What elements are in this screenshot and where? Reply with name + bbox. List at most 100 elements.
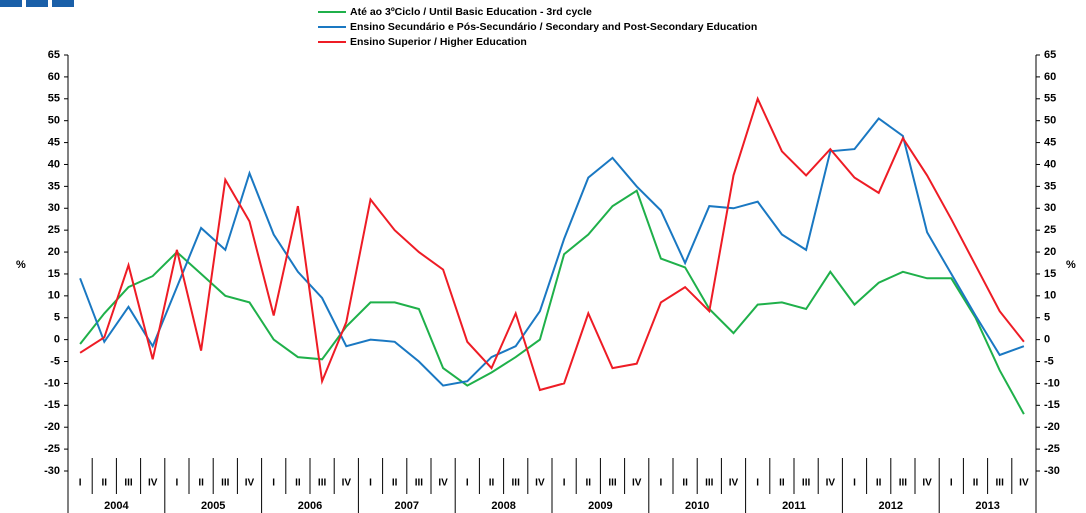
x-tick-label: II bbox=[973, 478, 979, 489]
x-tick-label: II bbox=[489, 478, 495, 489]
x-tick-label: IV bbox=[342, 478, 352, 489]
x-tick-label: III bbox=[705, 478, 714, 489]
y2-tick-label: -15 bbox=[1044, 399, 1060, 411]
y-tick-label: 65 bbox=[48, 49, 60, 61]
y-axis-label: % bbox=[16, 259, 26, 271]
year-label: 2012 bbox=[879, 500, 903, 512]
x-tick-label: II bbox=[876, 478, 882, 489]
y-tick-label: 55 bbox=[48, 93, 60, 105]
x-tick-label: II bbox=[198, 478, 204, 489]
x-tick-label: IV bbox=[922, 478, 932, 489]
y-tick-label: 0 bbox=[54, 334, 60, 346]
x-tick-label: II bbox=[779, 478, 785, 489]
x-tick-label: III bbox=[512, 478, 521, 489]
x-tick-label: I bbox=[176, 478, 179, 489]
x-tick-label: I bbox=[950, 478, 953, 489]
year-label: 2006 bbox=[298, 500, 322, 512]
y-tick-label: -10 bbox=[44, 377, 60, 389]
year-label: 2004 bbox=[104, 500, 129, 512]
y-tick-label: 50 bbox=[48, 115, 60, 127]
y2-tick-label: 55 bbox=[1044, 93, 1056, 105]
x-tick-label: I bbox=[660, 478, 663, 489]
y2-axis-label: % bbox=[1066, 259, 1076, 271]
x-tick-label: III bbox=[802, 478, 811, 489]
y2-tick-label: -5 bbox=[1044, 355, 1054, 367]
x-tick-label: IV bbox=[632, 478, 642, 489]
x-tick-label: III bbox=[221, 478, 230, 489]
y-tick-label: 45 bbox=[48, 136, 60, 148]
x-tick-label: III bbox=[899, 478, 908, 489]
x-tick-label: IV bbox=[535, 478, 545, 489]
x-tick-label: IV bbox=[1019, 478, 1029, 489]
year-label: 2010 bbox=[685, 500, 709, 512]
y2-tick-label: 10 bbox=[1044, 290, 1056, 302]
y-tick-label: 20 bbox=[48, 246, 60, 258]
legend-label: Até ao 3ºCiclo / Until Basic Education -… bbox=[350, 6, 592, 18]
y2-tick-label: 5 bbox=[1044, 312, 1050, 324]
y-tick-label: -15 bbox=[44, 399, 60, 411]
logo-block bbox=[52, 0, 74, 7]
year-label: 2008 bbox=[491, 500, 515, 512]
y2-tick-label: -30 bbox=[1044, 465, 1060, 477]
x-tick-label: IV bbox=[438, 478, 448, 489]
series-line bbox=[79, 189, 1025, 415]
legend-label: Ensino Secundário e Pós-Secundário / Sec… bbox=[350, 21, 757, 33]
y2-tick-label: 25 bbox=[1044, 224, 1056, 236]
x-tick-label: I bbox=[853, 478, 856, 489]
x-tick-label: II bbox=[682, 478, 688, 489]
y2-tick-label: 15 bbox=[1044, 268, 1056, 280]
x-tick-label: I bbox=[756, 478, 759, 489]
y2-tick-label: 45 bbox=[1044, 136, 1056, 148]
x-tick-label: III bbox=[124, 478, 133, 489]
x-tick-label: I bbox=[79, 478, 82, 489]
y-tick-label: -25 bbox=[44, 443, 60, 455]
y2-tick-label: 50 bbox=[1044, 115, 1056, 127]
series-line bbox=[79, 117, 1025, 387]
x-tick-label: IV bbox=[826, 478, 836, 489]
y-tick-label: -20 bbox=[44, 421, 60, 433]
y-tick-label: 10 bbox=[48, 290, 60, 302]
x-tick-label: III bbox=[318, 478, 327, 489]
logo-block bbox=[26, 0, 48, 7]
x-tick-label: I bbox=[563, 478, 566, 489]
x-tick-label: I bbox=[466, 478, 469, 489]
x-tick-label: I bbox=[369, 478, 372, 489]
y-tick-label: 25 bbox=[48, 224, 60, 236]
logo-block bbox=[0, 0, 22, 7]
y2-tick-label: -25 bbox=[1044, 443, 1060, 455]
y-tick-label: 40 bbox=[48, 158, 60, 170]
y-tick-label: 60 bbox=[48, 71, 60, 83]
year-label: 2011 bbox=[782, 500, 806, 512]
y-tick-label: 5 bbox=[54, 312, 60, 324]
x-tick-label: III bbox=[415, 478, 424, 489]
year-label: 2009 bbox=[588, 500, 612, 512]
x-tick-label: II bbox=[586, 478, 592, 489]
x-tick-label: III bbox=[608, 478, 617, 489]
x-tick-label: II bbox=[295, 478, 301, 489]
y-tick-label: -5 bbox=[50, 355, 60, 367]
year-label: 2007 bbox=[395, 500, 419, 512]
y2-tick-label: 40 bbox=[1044, 158, 1056, 170]
y2-tick-label: 20 bbox=[1044, 246, 1056, 258]
y2-tick-label: 65 bbox=[1044, 49, 1056, 61]
y-tick-label: 15 bbox=[48, 268, 60, 280]
series-line bbox=[79, 96, 1025, 392]
year-label: 2013 bbox=[975, 500, 999, 512]
y-tick-label: 35 bbox=[48, 180, 60, 192]
y2-tick-label: -10 bbox=[1044, 377, 1060, 389]
x-tick-label: IV bbox=[245, 478, 255, 489]
y2-tick-label: 30 bbox=[1044, 202, 1056, 214]
legend-label: Ensino Superior / Higher Education bbox=[350, 36, 527, 48]
y-tick-label: 30 bbox=[48, 202, 60, 214]
y2-tick-label: 0 bbox=[1044, 334, 1050, 346]
x-tick-label: IV bbox=[729, 478, 739, 489]
y2-tick-label: -20 bbox=[1044, 421, 1060, 433]
y-tick-label: -30 bbox=[44, 465, 60, 477]
x-tick-label: I bbox=[272, 478, 275, 489]
year-label: 2005 bbox=[201, 500, 225, 512]
y2-tick-label: 35 bbox=[1044, 180, 1056, 192]
x-tick-label: III bbox=[996, 478, 1005, 489]
x-tick-label: II bbox=[392, 478, 398, 489]
y2-tick-label: 60 bbox=[1044, 71, 1056, 83]
